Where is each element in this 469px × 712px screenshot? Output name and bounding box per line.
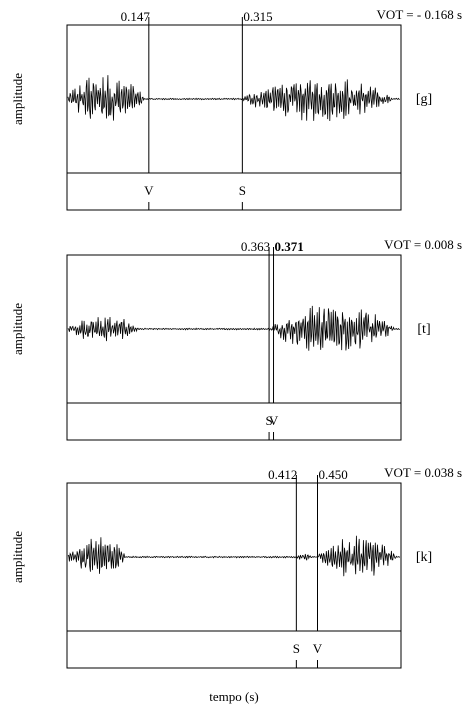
tier-label-s: S [293, 641, 300, 656]
boundary-time-label: 0.371 [275, 239, 304, 254]
amplitude-axis-label: amplitude [10, 303, 25, 355]
tier-label-v: V [269, 413, 279, 428]
vot-label: VOT = 0.038 s [384, 465, 462, 480]
vot-label: VOT = 0.008 s [384, 237, 462, 252]
annotation-tier-frame [66, 630, 402, 669]
phoneme-label: [k] [416, 550, 432, 565]
tier-label-v: V [144, 183, 154, 198]
boundary-time-label: 0.315 [243, 9, 272, 24]
vot-label: VOT = - 0.168 s [377, 7, 462, 22]
boundary-time-label: 0.450 [319, 467, 348, 482]
boundary-time-label: 0.412 [268, 467, 297, 482]
waveform-panel-1: amplitude [g] VOT = - 0.168 s 0.147 V 0.315 S [10, 7, 462, 211]
waveform-trace [67, 305, 400, 351]
annotation-tier-frame [66, 172, 402, 211]
waveform-trace [67, 535, 401, 577]
phoneme-label: [g] [416, 92, 432, 107]
tier-label-s: S [265, 413, 272, 428]
waveform-panel-3: amplitude [k] VOT = 0.038 s 0.412 S 0.450 V [10, 465, 462, 669]
boundary-time-label: 0.147 [121, 9, 151, 24]
boundary-time-label: 0.363 [241, 239, 270, 254]
annotation-tier-frame [66, 402, 402, 441]
tier-label-v: V [313, 641, 323, 656]
amplitude-axis-label: amplitude [10, 73, 25, 125]
waveform-trace [67, 75, 400, 122]
waveform-panel-2: amplitude [t] VOT = 0.008 s 0.363 S 0.371 V [10, 237, 462, 441]
time-axis-label: tempo (s) [209, 689, 258, 704]
tier-label-s: S [239, 183, 246, 198]
amplitude-axis-label: amplitude [10, 531, 25, 583]
phoneme-label: [t] [417, 322, 430, 337]
